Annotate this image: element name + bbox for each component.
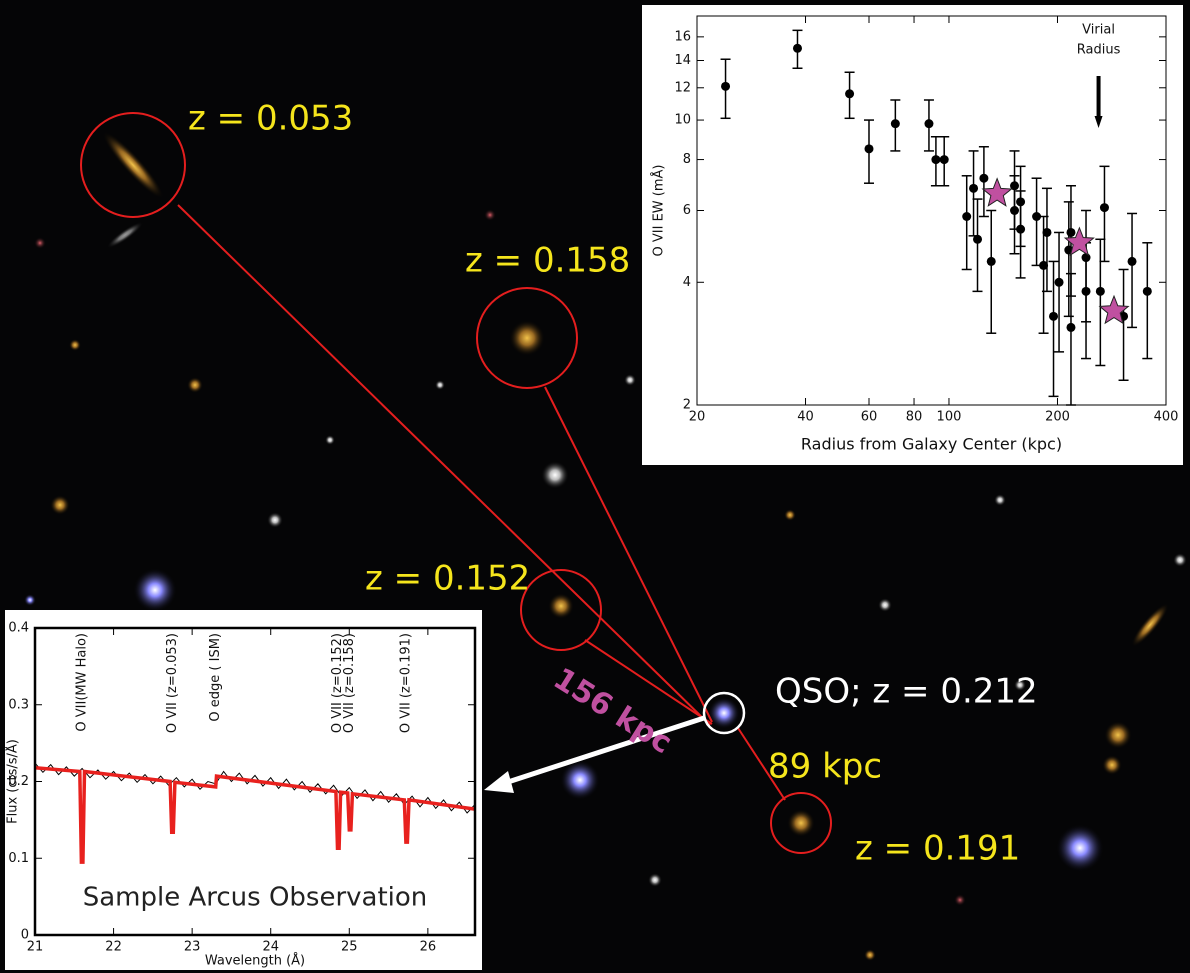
y-tick-label: 0.1 [8,851,29,866]
star-point [981,177,1013,207]
x-tick-label: 60 [861,410,878,425]
line-label: O VII (z=0.053) [165,633,180,733]
plot-frame [33,626,477,937]
point [1142,286,1152,296]
y-tick-label: 8 [683,152,691,167]
point [1099,203,1109,213]
point [1066,322,1076,332]
line-label: O VII (z=0.152) [330,633,345,733]
x-tick-label: 80 [906,410,923,425]
plot-area [720,29,1153,406]
y-tick-label: 6 [683,203,691,218]
qso-marker [702,691,746,735]
y-axis-label: O VII EW (mÅ) [651,165,667,257]
annotation: Radius [1077,43,1121,58]
y-tick-label: 16 [674,29,691,44]
y-tick-label: 0.2 [8,774,29,789]
point [1127,256,1137,266]
redshift-label: z = 0.053 [188,99,353,139]
redshift-label: z = 0.158 [465,241,630,281]
point [973,234,983,244]
point [1016,224,1026,234]
line-label: O VII (z=0.158) [342,633,357,733]
y-tick-label: 0.3 [8,697,29,712]
point [1081,286,1091,296]
point [1049,311,1059,321]
qso-label: QSO; z = 0.212 [775,672,1038,712]
x-tick-label: 100 [937,410,962,425]
distance-label: 89 kpc [768,747,882,787]
point [1095,286,1105,296]
point [845,89,855,99]
y-axis-label: Flux (cts/s/Å) [5,739,21,824]
line-label: O VII (z=0.191) [398,633,413,733]
x-tick-label: 400 [1154,410,1179,425]
point [792,43,802,53]
x-tick-label: 26 [420,940,437,955]
plot-area [34,762,476,864]
redshift-label: z = 0.191 [855,829,1020,869]
point [1054,277,1064,287]
arrow-head [484,771,514,793]
point [1010,206,1020,215]
y-tick-label: 0.4 [8,621,29,636]
y-tick-label: 12 [674,80,691,95]
point [962,212,972,222]
point [979,173,989,183]
point [931,155,941,165]
y-tick-label: 10 [674,113,691,128]
point [924,119,934,129]
x-tick-label: 21 [27,940,44,955]
star-point [1098,294,1130,325]
star-point [1063,226,1095,257]
y-tick-label: 14 [674,53,691,68]
annotation-arrow-head [1094,116,1103,128]
line-label: O edge ( ISM) [208,633,223,722]
x-axis-label: Radius from Galaxy Center (kpc) [801,435,1062,454]
x-tick-label: 24 [262,940,279,955]
plot-frame [696,15,1167,406]
x-tick-label: 40 [797,410,814,425]
point [1039,260,1049,270]
inset-panel [642,5,1183,465]
x-axis-label: Wavelength (Å) [205,953,305,969]
x-tick-label: 200 [1045,410,1070,425]
y-tick-label: 0 [21,928,29,943]
line-series [34,765,476,864]
point [986,256,996,266]
point [1032,212,1042,222]
x-tick-label: 23 [184,940,201,955]
annotation: Virial [1082,23,1115,38]
point [1042,227,1052,237]
x-tick-label: 22 [105,940,122,955]
x-tick-label: 25 [341,940,358,955]
point [864,144,874,154]
x-tick-label: 20 [689,410,706,425]
line-label: O VII(MW Halo) [75,633,90,732]
point [939,155,949,165]
panel-text: Sample Arcus Observation [83,883,428,913]
point [969,183,979,193]
y-tick-label: 2 [683,398,691,413]
point [1066,227,1076,237]
arrow [504,715,705,786]
y-tick-label: 4 [683,275,691,290]
sky-objects [24,131,1187,961]
redshift-label: z = 0.152 [365,559,530,599]
point [721,81,731,91]
point [890,119,900,129]
connector-lines [80,112,832,854]
